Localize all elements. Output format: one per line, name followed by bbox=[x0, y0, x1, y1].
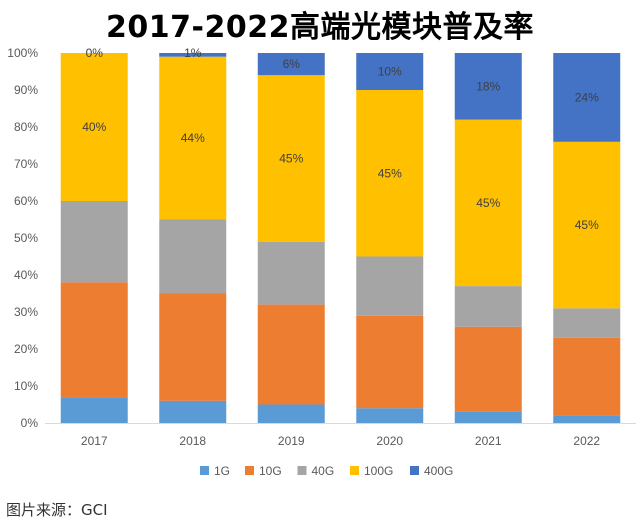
y-tick-label: 20% bbox=[14, 342, 38, 356]
bar-segment-10g bbox=[454, 326, 522, 412]
bar-segment-400g bbox=[356, 53, 424, 90]
y-tick-label: 0% bbox=[21, 416, 39, 430]
bar-segment-1g bbox=[454, 411, 522, 423]
x-tick-label: 2020 bbox=[376, 434, 403, 448]
bar-segment-1g bbox=[356, 408, 424, 423]
legend-swatch-1g bbox=[200, 466, 209, 475]
legend-label: 400G bbox=[424, 464, 453, 478]
legend-label: 100G bbox=[364, 464, 393, 478]
bar-segment-400g bbox=[553, 53, 621, 142]
bar-segment-1g bbox=[553, 415, 621, 423]
bar-segment-40g bbox=[553, 308, 621, 338]
bar-segment-40g bbox=[159, 219, 227, 294]
legend-label: 10G bbox=[259, 464, 282, 478]
bar-segment-10g bbox=[356, 315, 424, 409]
x-tick-label: 2017 bbox=[81, 434, 108, 448]
bar-segment-100g bbox=[553, 141, 621, 309]
bar-segment-100g bbox=[454, 119, 522, 287]
bar-segment-40g bbox=[257, 241, 325, 305]
bar-segment-10g bbox=[159, 293, 227, 401]
y-tick-label: 60% bbox=[14, 194, 38, 208]
data-label: 18% bbox=[476, 79, 500, 93]
data-label: 1% bbox=[184, 46, 202, 60]
bar-segment-100g bbox=[60, 53, 128, 201]
x-tick-label: 2022 bbox=[573, 434, 600, 448]
data-label: 45% bbox=[476, 196, 500, 210]
y-tick-label: 40% bbox=[14, 268, 38, 282]
bar-segment-400g bbox=[454, 53, 522, 120]
data-label: 10% bbox=[378, 65, 402, 79]
y-tick-label: 90% bbox=[14, 83, 38, 97]
bar-segment-100g bbox=[159, 56, 227, 220]
bar-segment-10g bbox=[553, 337, 621, 416]
bar-segment-1g bbox=[257, 404, 325, 423]
data-label: 45% bbox=[378, 166, 402, 180]
data-label: 45% bbox=[575, 218, 599, 232]
source-note: 图片来源：GCI bbox=[6, 501, 108, 519]
y-tick-label: 30% bbox=[14, 305, 38, 319]
y-tick-label: 10% bbox=[14, 379, 38, 393]
bar-segment-400g bbox=[159, 53, 227, 57]
y-tick-label: 80% bbox=[14, 120, 38, 134]
x-tick-label: 2021 bbox=[475, 434, 502, 448]
bar-segment-400g bbox=[257, 53, 325, 76]
data-label: 6% bbox=[283, 57, 301, 71]
bar-segment-1g bbox=[159, 400, 227, 423]
bar-segment-100g bbox=[356, 90, 424, 257]
legend-label: 40G bbox=[312, 464, 335, 478]
legend-swatch-400g bbox=[410, 466, 419, 475]
data-label: 24% bbox=[575, 90, 599, 104]
y-tick-label: 50% bbox=[14, 231, 38, 245]
bar-segment-10g bbox=[60, 282, 128, 398]
legend-swatch-10g bbox=[245, 466, 254, 475]
data-label: 0% bbox=[86, 46, 104, 60]
bar-segment-40g bbox=[60, 201, 128, 283]
bar-segment-10g bbox=[257, 304, 325, 405]
y-tick-label: 100% bbox=[7, 46, 38, 60]
legend-label: 1G bbox=[214, 464, 230, 478]
data-label: 45% bbox=[279, 151, 303, 165]
bar-segment-40g bbox=[454, 286, 522, 327]
x-tick-label: 2018 bbox=[179, 434, 206, 448]
data-label: 40% bbox=[82, 120, 106, 134]
chart-title: 2017-2022高端光模块普及率 bbox=[106, 10, 534, 45]
bar-segment-1g bbox=[60, 397, 128, 423]
data-label: 44% bbox=[181, 131, 205, 145]
bar-segment-40g bbox=[356, 256, 424, 316]
bar-segment-100g bbox=[257, 75, 325, 242]
y-tick-label: 70% bbox=[14, 157, 38, 171]
legend-swatch-100g bbox=[350, 466, 359, 475]
legend-swatch-40g bbox=[297, 466, 307, 475]
x-tick-label: 2019 bbox=[278, 434, 305, 448]
